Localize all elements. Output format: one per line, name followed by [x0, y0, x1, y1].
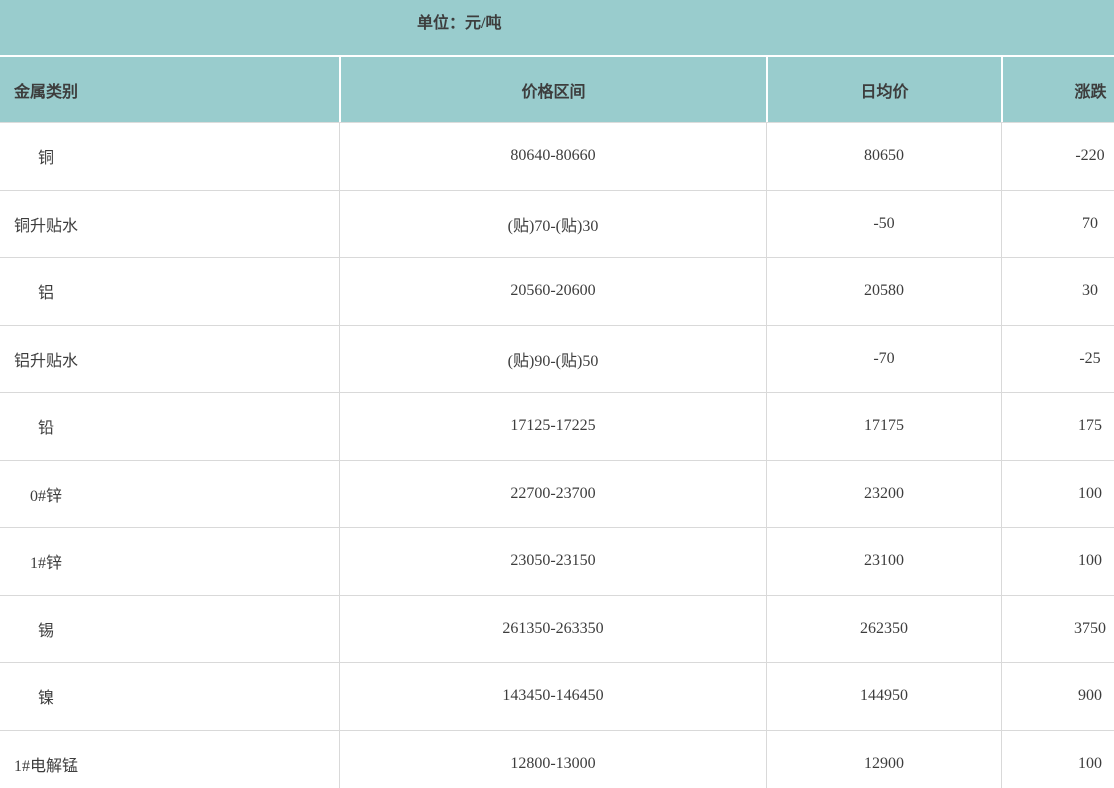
- cell-price-range: (贴)70-(贴)30: [339, 190, 766, 257]
- cell-daily-average: 262350: [766, 595, 1001, 662]
- cell-price-range: 80640-80660: [339, 123, 766, 190]
- cell-metal: 铜升贴水: [0, 191, 339, 258]
- cell-metal: 铝: [0, 258, 339, 325]
- table-row: 铝 20560-20600 20580 30: [0, 258, 1114, 326]
- table-row: 铅 17125-17225 17175 175: [0, 393, 1114, 461]
- cell-change: 100: [1001, 528, 1114, 595]
- cell-change: -220: [1001, 123, 1114, 190]
- cell-price-range: 20560-20600: [339, 258, 766, 325]
- cell-metal: 铅: [0, 393, 339, 460]
- cell-change: 30: [1001, 258, 1114, 325]
- cell-change: 175: [1001, 393, 1114, 460]
- table-row: 0#锌 22700-23700 23200 100: [0, 460, 1114, 528]
- metal-label: 镍: [37, 690, 54, 708]
- table-header-row: 金属类别 价格区间 日均价 涨跌: [0, 57, 1114, 123]
- cell-metal: 锡: [0, 596, 339, 663]
- cell-change: 100: [1001, 460, 1114, 527]
- table-row: 镍 143450-146450 144950 900: [0, 663, 1114, 731]
- table-row: 铝升贴水 (贴)90-(贴)50 -70 -25: [0, 325, 1114, 393]
- unit-label: 单位：元/吨: [417, 15, 502, 32]
- cell-metal: 铜: [0, 123, 339, 190]
- table-row: 铜 80640-80660 80650 -220: [0, 123, 1114, 191]
- cell-metal: 1#电解锰: [0, 731, 339, 788]
- cell-metal: 0#锌: [0, 461, 339, 528]
- header-cell-price-range: 价格区间: [339, 57, 766, 122]
- cell-change: 100: [1001, 730, 1114, 788]
- cell-daily-average: 12900: [766, 730, 1001, 788]
- header-cell-daily-average: 日均价: [766, 57, 1001, 122]
- cell-daily-average: 80650: [766, 123, 1001, 190]
- cell-price-range: 12800-13000: [339, 730, 766, 788]
- metal-label: 铝升贴水: [14, 352, 79, 370]
- cell-metal: 铝升贴水: [0, 326, 339, 393]
- cell-change: 3750: [1001, 595, 1114, 662]
- metal-label: 铜: [37, 150, 54, 168]
- cell-daily-average: 17175: [766, 393, 1001, 460]
- cell-price-range: 143450-146450: [339, 663, 766, 730]
- cell-change: 900: [1001, 663, 1114, 730]
- table-body: 铜 80640-80660 80650 -220 铜升贴水 (贴)70-(贴)30 -50 7…: [0, 123, 1114, 788]
- metal-label: 1#锌: [29, 555, 62, 573]
- metal-label: 铜升贴水: [14, 217, 79, 235]
- cell-daily-average: 23200: [766, 460, 1001, 527]
- table-row: 锡 261350-263350 262350 3750: [0, 595, 1114, 663]
- table-row: 1#电解锰 12800-13000 12900 100: [0, 730, 1114, 788]
- cell-daily-average: 23100: [766, 528, 1001, 595]
- table-row: 1#锌 23050-23150 23100 100: [0, 528, 1114, 596]
- cell-price-range: 22700-23700: [339, 460, 766, 527]
- metal-label: 铝: [37, 285, 54, 303]
- cell-daily-average: -70: [766, 325, 1001, 392]
- cell-price-range: (贴)90-(贴)50: [339, 325, 766, 392]
- cell-metal: 镍: [0, 663, 339, 730]
- cell-daily-average: 144950: [766, 663, 1001, 730]
- metal-label: 铅: [37, 420, 54, 438]
- cell-price-range: 23050-23150: [339, 528, 766, 595]
- metal-label: 0#锌: [29, 487, 62, 505]
- cell-daily-average: -50: [766, 190, 1001, 257]
- metal-label: 锡: [37, 622, 54, 640]
- header-cell-change: 涨跌: [1001, 57, 1114, 122]
- cell-price-range: 17125-17225: [339, 393, 766, 460]
- cell-change: 70: [1001, 190, 1114, 257]
- cell-daily-average: 20580: [766, 258, 1001, 325]
- metal-label: 1#电解锰: [14, 757, 79, 775]
- unit-banner: 单位：元/吨: [0, 0, 1114, 57]
- cell-metal: 1#锌: [0, 528, 339, 595]
- table-row: 铜升贴水 (贴)70-(贴)30 -50 70: [0, 190, 1114, 258]
- cell-change: -25: [1001, 325, 1114, 392]
- cell-price-range: 261350-263350: [339, 595, 766, 662]
- header-cell-metal-category: 金属类别: [0, 57, 339, 122]
- price-table: 金属类别 价格区间 日均价 涨跌 铜 80640-80660 80650 -220 铜升…: [0, 57, 1114, 788]
